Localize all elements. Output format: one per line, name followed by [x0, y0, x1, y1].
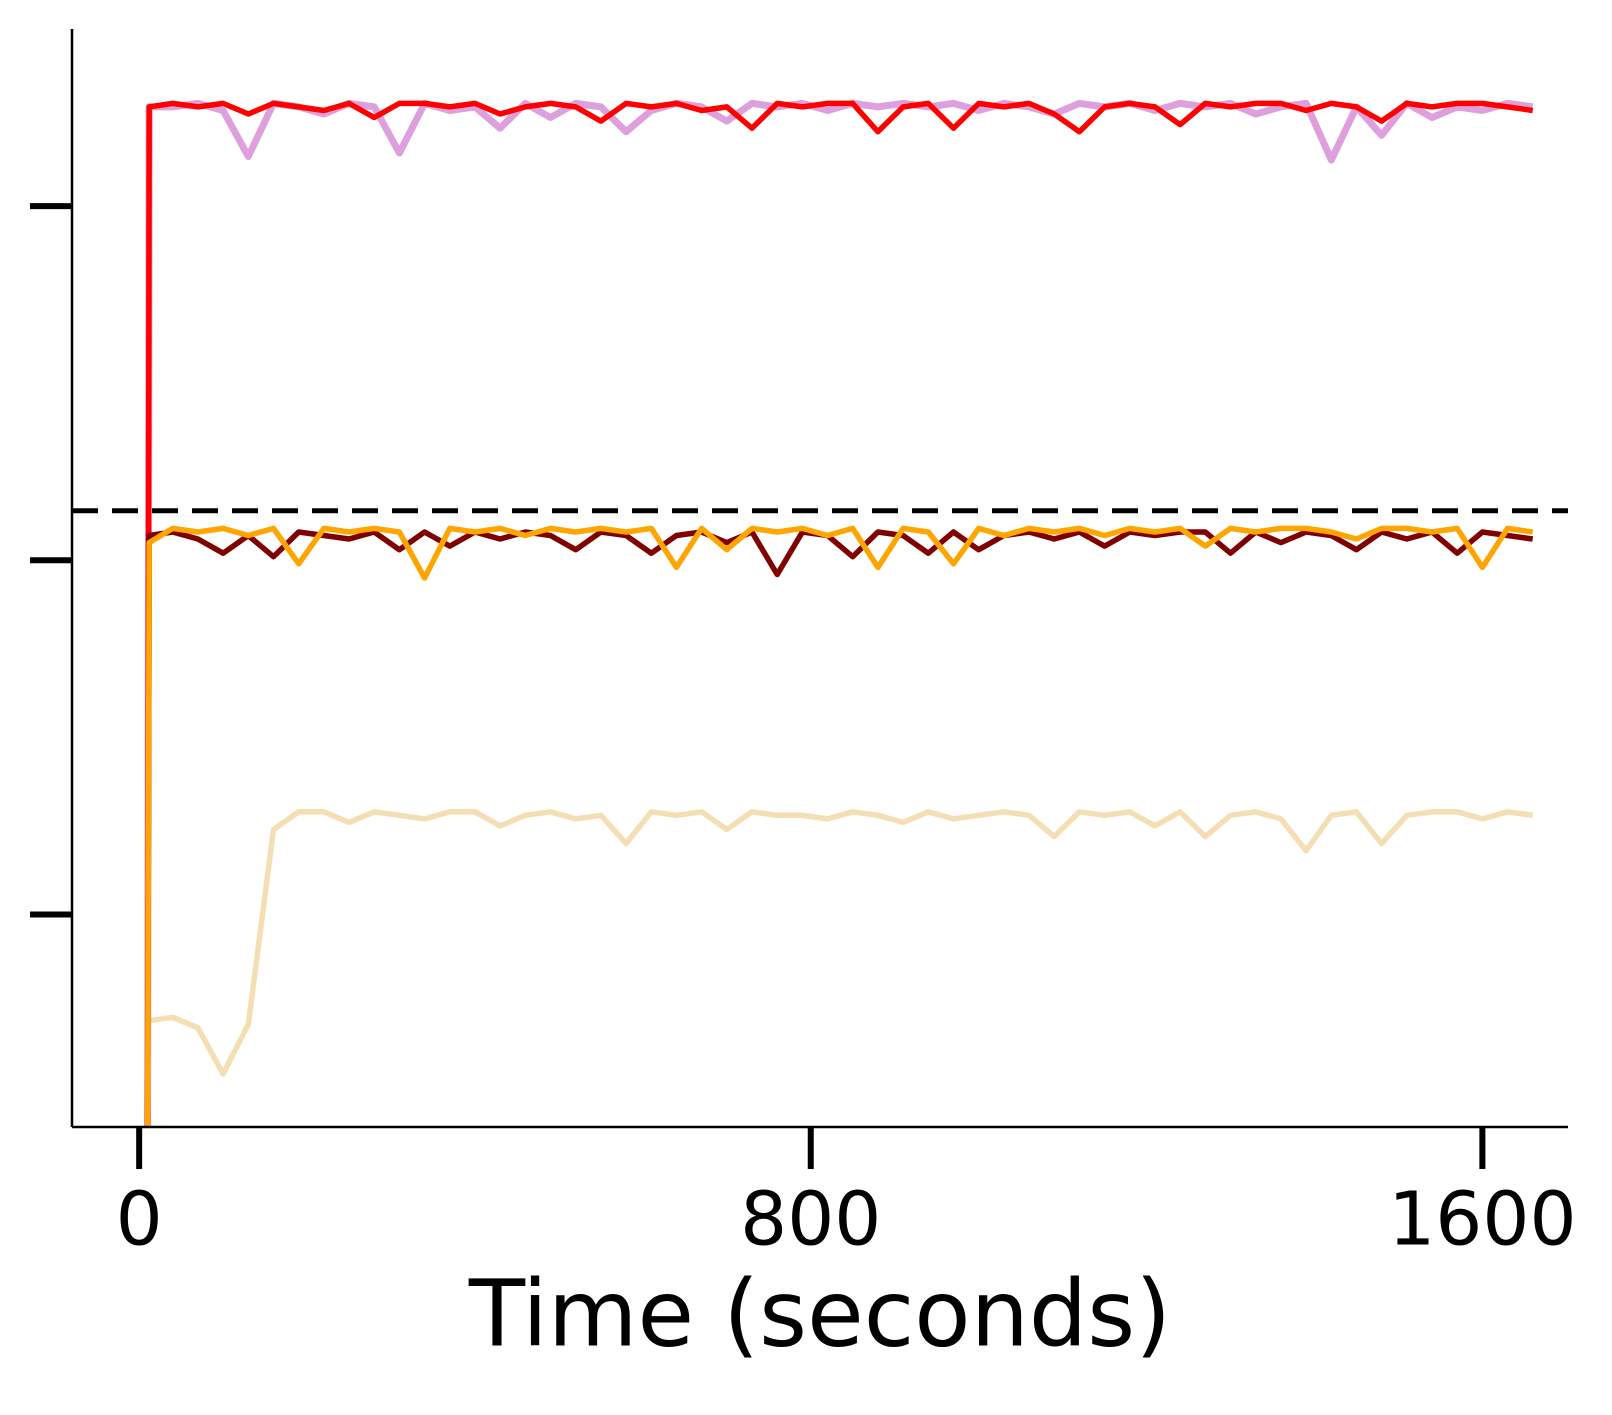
series-line: [144, 100, 1534, 1128]
x-tick-label: 0: [116, 1177, 163, 1263]
series-line: [144, 525, 1534, 1128]
series-line: [146, 809, 1534, 1077]
series-line: [144, 529, 1534, 1128]
x-tick-label: 800: [740, 1177, 881, 1263]
series-line: [144, 99, 1534, 1128]
x-tick-label: 1600: [1388, 1177, 1576, 1263]
x-axis-label: Time (seconds): [468, 1260, 1171, 1367]
